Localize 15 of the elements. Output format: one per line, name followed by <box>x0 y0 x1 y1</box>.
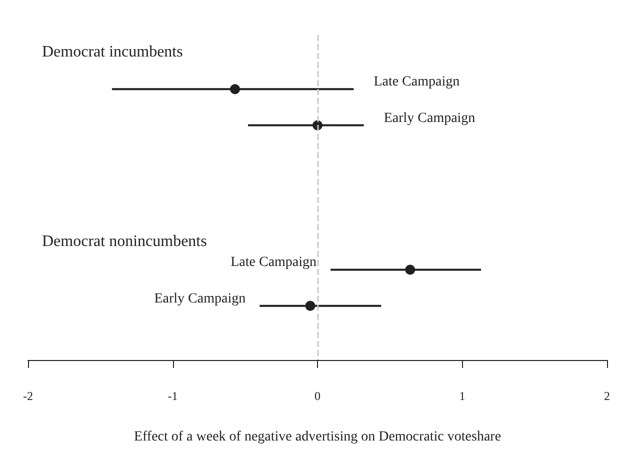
y-tick-label: Late Campaign <box>230 255 317 270</box>
point <box>305 300 316 311</box>
x-tick-label: 2 <box>604 389 610 403</box>
point <box>405 264 416 275</box>
annotation: Democrat incumbents <box>42 43 183 60</box>
annotation: Democrat nonincumbents <box>42 232 207 250</box>
x-tick-label: -1 <box>168 389 178 403</box>
x-axis-title: Effect of a week of negative advertising on Democratic voteshare <box>134 430 502 444</box>
x-tick-label: 1 <box>459 389 466 403</box>
y-tick-label: Early Campaign <box>154 291 246 306</box>
y-tick-label: Late Campaign <box>374 74 460 90</box>
y-tick-label: Early Campaign <box>384 110 476 126</box>
x-tick-label: -2 <box>23 389 33 403</box>
point <box>230 84 240 94</box>
x-tick-label: 0 <box>314 389 320 403</box>
